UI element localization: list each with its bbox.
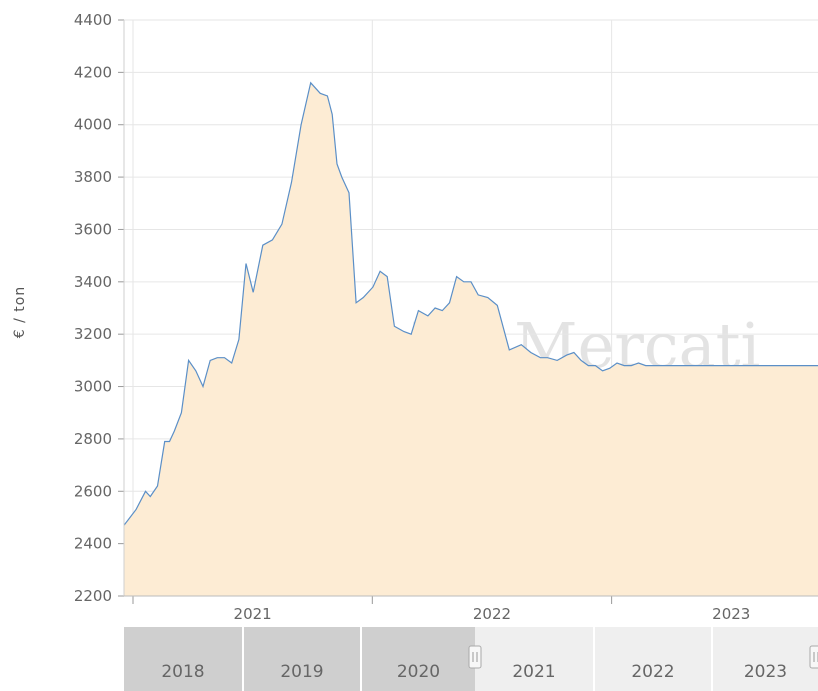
series-line bbox=[123, 81, 818, 526]
navigator-handle-body[interactable] bbox=[468, 645, 482, 669]
navigator-year-2021[interactable]: 2021 bbox=[475, 627, 593, 691]
x-axis: 2021 2022 2023 bbox=[124, 595, 818, 623]
navigator-year-label: 2022 bbox=[631, 662, 674, 682]
navigator-year-label: 2023 bbox=[744, 662, 787, 682]
y-tick-label: 4200 bbox=[74, 63, 112, 81]
navigator-year-2018[interactable]: 2018 bbox=[124, 627, 242, 691]
navigator-cell[interactable] bbox=[595, 627, 711, 691]
navigator-cell[interactable] bbox=[124, 627, 242, 691]
y-tick-label: 4400 bbox=[74, 11, 112, 29]
navigator-cell[interactable] bbox=[244, 627, 360, 691]
navigator-year-label: 2021 bbox=[512, 662, 555, 682]
y-tick-label: 2200 bbox=[74, 587, 112, 605]
navigator-year-label: 2020 bbox=[397, 662, 440, 682]
navigator-handle[interactable] bbox=[468, 645, 482, 669]
navigator-handle[interactable] bbox=[809, 645, 818, 669]
navigator-year-label: 2018 bbox=[161, 662, 204, 682]
y-axis-label: € / ton bbox=[12, 286, 28, 338]
y-tick-label: 3800 bbox=[74, 168, 112, 186]
x-tick-label: 2022 bbox=[473, 605, 511, 623]
navigator-year-2023[interactable]: 2023 bbox=[713, 627, 818, 691]
time-navigator[interactable]: 2018 2019 2020 2021 2022 2023 bbox=[124, 627, 818, 691]
navigator-cell[interactable] bbox=[713, 627, 818, 691]
x-tick-label: 2021 bbox=[234, 605, 272, 623]
navigator-year-2020[interactable]: 2020 bbox=[362, 627, 475, 691]
navigator-year-label: 2019 bbox=[280, 662, 323, 682]
y-tick-label: 3000 bbox=[74, 378, 112, 396]
navigator-year-2019[interactable]: 2019 bbox=[244, 627, 360, 691]
y-tick-label: 2800 bbox=[74, 430, 112, 448]
series-area-fill bbox=[124, 82, 818, 597]
y-tick-label: 3600 bbox=[74, 220, 112, 238]
y-tick-label: 3200 bbox=[74, 325, 112, 343]
navigator-cell[interactable] bbox=[362, 627, 475, 691]
y-tick-label: 2600 bbox=[74, 482, 112, 500]
y-tick-label: 4000 bbox=[74, 116, 112, 134]
x-tick-label: 2023 bbox=[712, 605, 750, 623]
navigator-year-2022[interactable]: 2022 bbox=[595, 627, 711, 691]
y-tick-label: 3400 bbox=[74, 273, 112, 291]
series-area bbox=[123, 81, 818, 597]
navigator-cell[interactable] bbox=[475, 627, 593, 691]
y-axis: 2200 2400 2600 2800 3000 3200 3400 3600 3800 4000… bbox=[74, 11, 125, 605]
y-tick-label: 2400 bbox=[74, 535, 112, 553]
